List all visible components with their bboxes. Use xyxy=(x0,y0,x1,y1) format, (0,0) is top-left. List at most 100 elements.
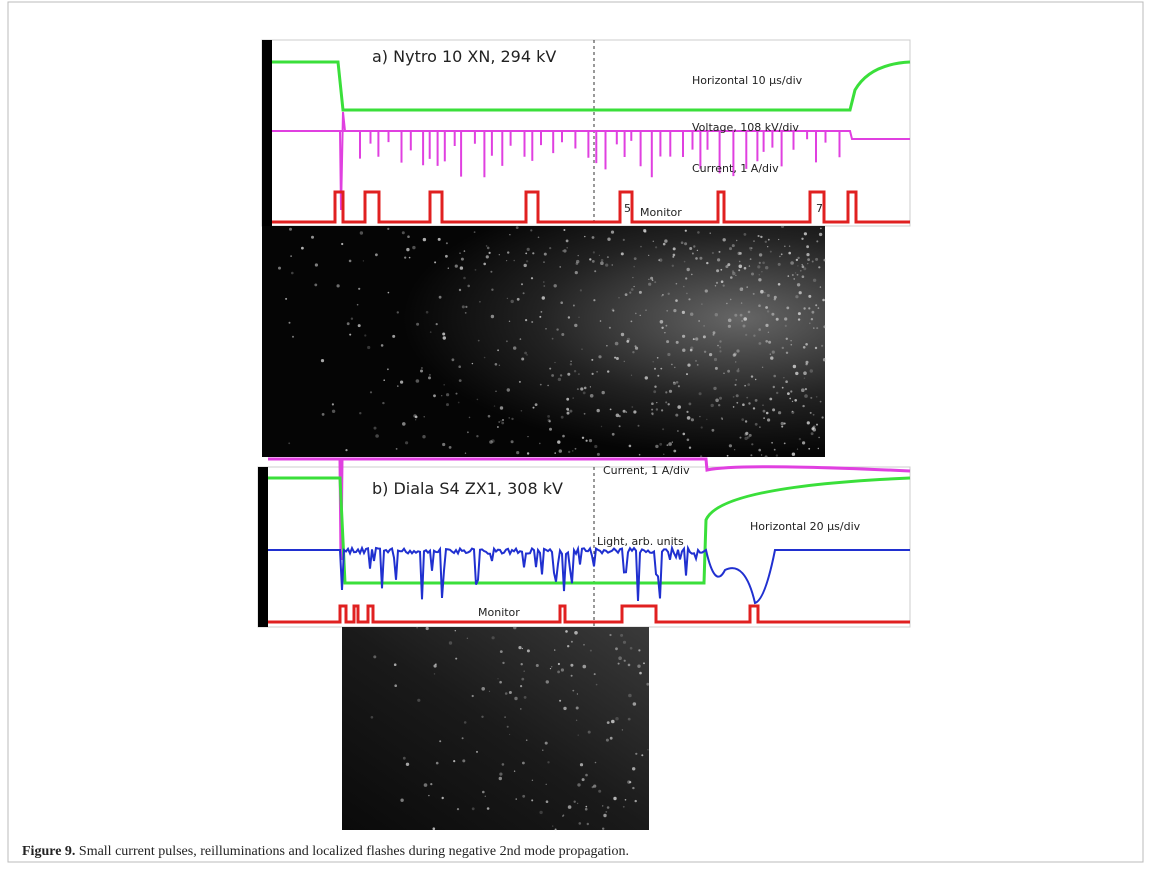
speckle xyxy=(768,340,772,344)
speckle xyxy=(665,391,668,394)
speckle xyxy=(766,294,770,297)
speckle xyxy=(790,261,794,265)
trace-label: Horizontal 20 µs/div xyxy=(750,520,861,533)
speckle xyxy=(739,436,742,439)
speckle xyxy=(652,240,654,242)
speckle xyxy=(407,235,410,238)
speckle xyxy=(574,447,577,450)
speckle xyxy=(557,440,561,444)
speckle xyxy=(428,376,431,380)
trace-label: Horizontal 10 µs/div xyxy=(692,74,803,87)
speckle xyxy=(545,680,549,684)
speckle xyxy=(498,421,501,423)
speckle xyxy=(675,299,678,302)
speckle xyxy=(791,452,796,456)
speckle xyxy=(819,400,822,403)
speckle xyxy=(807,262,809,265)
speckle xyxy=(526,247,530,251)
speckle xyxy=(794,272,797,274)
speckle xyxy=(408,256,411,259)
speckle xyxy=(808,447,811,450)
speckle xyxy=(447,267,449,269)
speckle xyxy=(633,285,635,288)
speckle xyxy=(556,328,559,331)
speckle xyxy=(506,725,509,728)
speckle xyxy=(551,666,553,668)
speckle xyxy=(638,453,641,456)
speckle xyxy=(809,369,813,373)
speckle xyxy=(812,413,815,416)
speckle xyxy=(404,256,407,259)
caption: Figure 9. Small current pulses, reillumi… xyxy=(22,844,629,860)
speckle xyxy=(476,398,479,401)
speckle xyxy=(737,368,740,370)
speckle xyxy=(780,224,785,228)
speckle xyxy=(539,315,542,318)
speckle xyxy=(793,278,795,280)
speckle xyxy=(746,396,749,399)
speckle xyxy=(516,451,520,455)
speckle xyxy=(698,320,700,322)
speckle xyxy=(617,662,620,665)
speckle xyxy=(742,324,746,328)
speckle xyxy=(491,288,494,291)
speckle xyxy=(733,352,737,356)
image-speckle xyxy=(278,224,827,459)
speckle xyxy=(559,374,563,377)
speckle xyxy=(430,783,433,786)
speckle xyxy=(448,641,453,645)
speckle xyxy=(278,266,281,270)
speckle xyxy=(722,238,726,242)
speckle xyxy=(592,251,596,254)
speckle xyxy=(672,247,676,251)
speckle xyxy=(809,411,812,414)
speckle xyxy=(691,252,694,255)
caption-label: Figure 9. xyxy=(22,844,76,859)
speckle xyxy=(791,400,794,403)
speckle xyxy=(420,367,423,369)
speckle xyxy=(728,444,733,448)
speckle xyxy=(596,371,598,373)
trace-label: Voltage, 108 kV/div xyxy=(692,121,799,134)
speckle xyxy=(746,286,748,288)
speckle xyxy=(622,238,625,241)
speckle xyxy=(481,687,486,691)
speckle xyxy=(494,363,498,366)
speckle xyxy=(702,335,706,339)
speckle xyxy=(547,384,549,387)
scope-strip xyxy=(258,467,268,627)
speckle xyxy=(383,379,386,382)
speckle xyxy=(537,236,540,239)
speckle xyxy=(735,274,737,276)
speckle xyxy=(414,415,418,419)
speckle xyxy=(532,406,535,409)
speckle xyxy=(605,263,609,267)
speckle xyxy=(632,276,634,279)
speckle xyxy=(803,371,807,376)
speckle xyxy=(796,273,799,276)
speckle xyxy=(314,263,318,267)
speckle xyxy=(576,388,579,391)
speckle xyxy=(626,337,631,342)
speckle xyxy=(736,369,740,373)
speckle xyxy=(508,417,510,419)
speckle xyxy=(656,357,659,359)
speckle xyxy=(673,381,675,383)
speckle xyxy=(554,361,556,364)
speckle xyxy=(456,808,460,811)
speckle xyxy=(530,277,534,280)
speckle xyxy=(583,386,587,390)
speckle xyxy=(674,366,676,369)
speckle xyxy=(445,242,448,245)
speckle xyxy=(735,379,738,381)
speckle xyxy=(531,321,534,323)
speckle xyxy=(811,260,814,263)
speckle xyxy=(788,251,791,255)
speckle xyxy=(358,287,361,290)
speckle xyxy=(369,391,373,394)
speckle xyxy=(429,331,432,333)
speckle xyxy=(804,394,808,398)
speckle xyxy=(723,372,725,375)
speckle xyxy=(575,706,579,710)
speckle xyxy=(608,326,611,329)
